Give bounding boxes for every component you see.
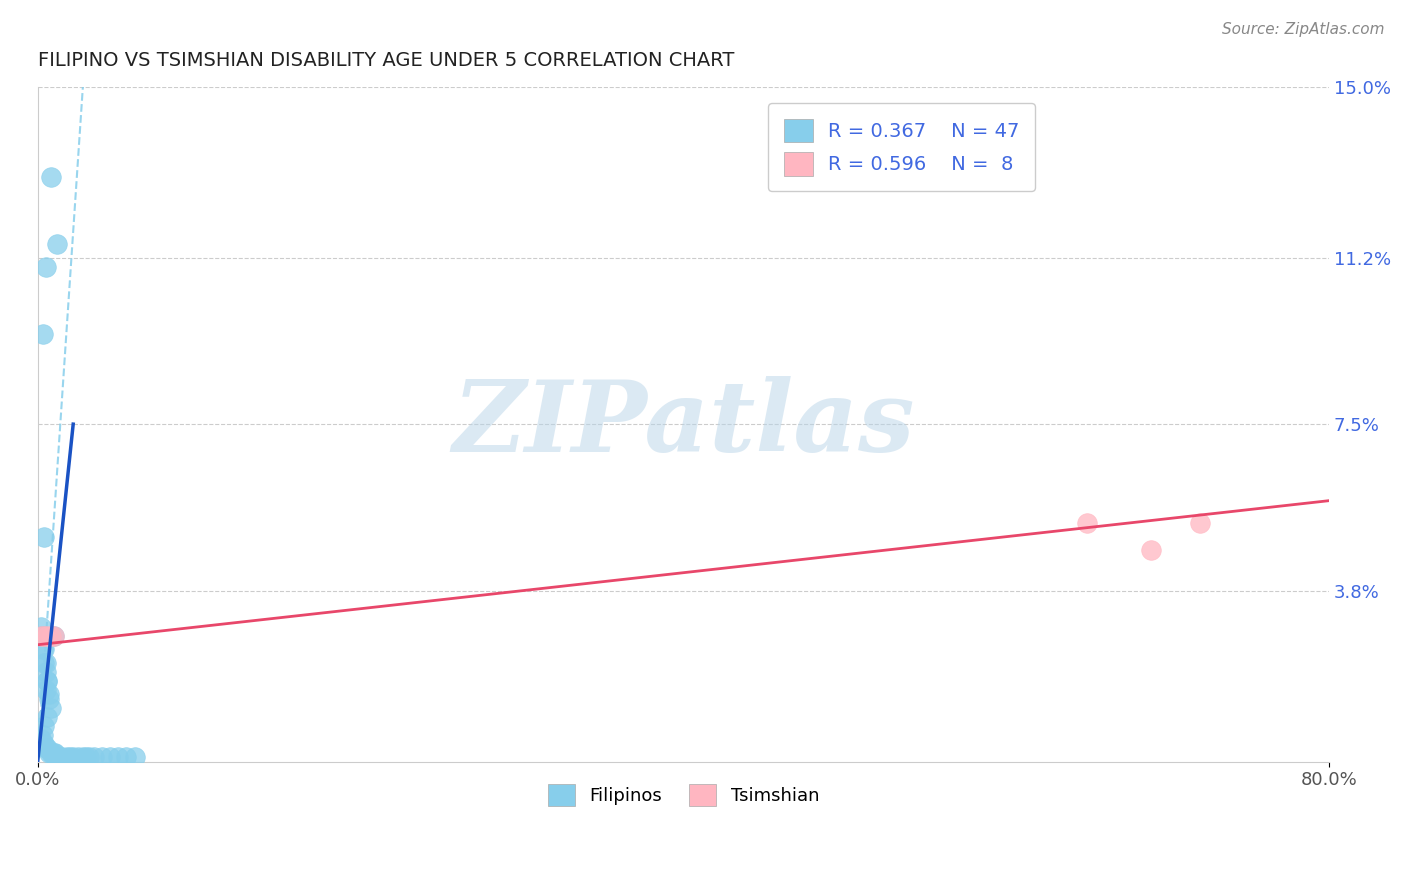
Text: ZIPatlas: ZIPatlas bbox=[453, 376, 914, 473]
Point bbox=[1140, 543, 1163, 558]
Point bbox=[44, 746, 66, 760]
Point bbox=[83, 750, 105, 764]
Point bbox=[67, 750, 90, 764]
Point bbox=[35, 682, 58, 697]
Point bbox=[39, 700, 62, 714]
Point bbox=[32, 629, 55, 643]
Point bbox=[41, 746, 63, 760]
Point bbox=[1076, 516, 1098, 531]
Point bbox=[31, 642, 53, 657]
Point bbox=[30, 620, 52, 634]
Point bbox=[37, 710, 59, 724]
Text: FILIPINO VS TSIMSHIAN DISABILITY AGE UNDER 5 CORRELATION CHART: FILIPINO VS TSIMSHIAN DISABILITY AGE UND… bbox=[38, 51, 734, 70]
Point bbox=[75, 750, 97, 764]
Point bbox=[46, 237, 69, 252]
Point bbox=[39, 629, 62, 643]
Point bbox=[38, 746, 60, 760]
Point bbox=[55, 750, 77, 764]
Point bbox=[42, 746, 65, 760]
Point bbox=[39, 169, 62, 184]
Point bbox=[79, 750, 101, 764]
Point bbox=[31, 728, 53, 742]
Text: Source: ZipAtlas.com: Source: ZipAtlas.com bbox=[1222, 22, 1385, 37]
Point bbox=[46, 750, 69, 764]
Point bbox=[32, 530, 55, 544]
Point bbox=[51, 750, 73, 764]
Point bbox=[98, 750, 121, 764]
Point bbox=[32, 719, 55, 733]
Point bbox=[35, 741, 58, 756]
Point bbox=[32, 737, 55, 751]
Point bbox=[35, 656, 58, 670]
Point bbox=[30, 732, 52, 747]
Point bbox=[91, 750, 114, 764]
Point bbox=[38, 691, 60, 706]
Point bbox=[1188, 516, 1211, 531]
Point bbox=[124, 750, 146, 764]
Point bbox=[115, 750, 138, 764]
Point bbox=[42, 629, 65, 643]
Point bbox=[32, 642, 55, 657]
Point bbox=[39, 746, 62, 760]
Point bbox=[38, 687, 60, 701]
Point bbox=[37, 673, 59, 688]
Point bbox=[32, 656, 55, 670]
Point bbox=[37, 741, 59, 756]
Point bbox=[62, 750, 84, 764]
Point bbox=[30, 629, 52, 643]
Point bbox=[31, 327, 53, 342]
Legend: Filipinos, Tsimshian: Filipinos, Tsimshian bbox=[540, 777, 827, 814]
Point bbox=[72, 750, 94, 764]
Point bbox=[35, 260, 58, 274]
Point bbox=[37, 629, 59, 643]
Point bbox=[35, 665, 58, 679]
Point bbox=[30, 629, 52, 643]
Point bbox=[59, 750, 82, 764]
Point bbox=[31, 629, 53, 643]
Point bbox=[107, 750, 129, 764]
Point bbox=[42, 629, 65, 643]
Point bbox=[37, 673, 59, 688]
